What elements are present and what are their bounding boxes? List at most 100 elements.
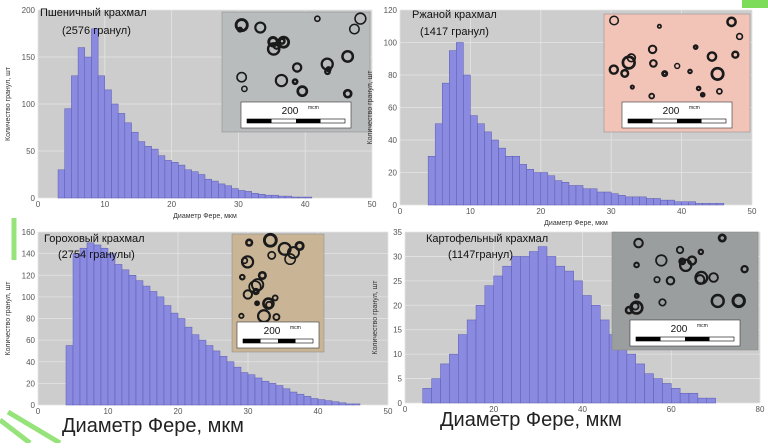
y-tick-label: 10 — [393, 350, 402, 359]
bar — [191, 171, 199, 199]
granule — [262, 232, 278, 248]
granule — [240, 85, 248, 93]
granule — [238, 273, 246, 281]
bar — [135, 280, 144, 406]
bar — [247, 374, 256, 406]
bar — [268, 383, 277, 406]
bar — [289, 391, 298, 406]
y-tick-label: 100 — [22, 100, 36, 109]
granule — [633, 261, 640, 269]
y-axis-label: Количество гранул, шт — [372, 280, 379, 355]
bar — [431, 378, 441, 404]
bar — [540, 172, 549, 206]
bar — [352, 403, 361, 406]
bar — [688, 392, 699, 404]
x-axis-label: Диаметр Фере, мкм — [544, 220, 608, 227]
x-tick-label: 10 — [466, 207, 475, 216]
x-tick-label: 10 — [104, 407, 113, 416]
granule — [692, 44, 699, 51]
granule — [252, 287, 260, 296]
chart-subtitle: (2576 гранул) — [62, 25, 131, 37]
bar — [603, 191, 612, 206]
bar — [573, 280, 583, 404]
y-tick-label: 140 — [22, 250, 36, 259]
x-tick-label: 40 — [578, 405, 587, 414]
granule — [726, 16, 737, 28]
x-tick-label: 60 — [667, 405, 676, 414]
bar — [709, 203, 718, 206]
bar — [258, 193, 266, 199]
y-axis-label: Количество гранул, шт — [5, 281, 12, 356]
granule — [633, 237, 644, 249]
granule — [291, 78, 299, 86]
bar — [114, 264, 123, 406]
bar — [121, 269, 130, 406]
granule — [620, 68, 630, 79]
bar — [345, 403, 354, 406]
granule — [710, 293, 725, 309]
bar — [131, 131, 139, 199]
scale-bar — [636, 337, 661, 341]
granule — [678, 257, 687, 266]
bar — [706, 397, 716, 404]
y-tick-label: 0 — [393, 201, 398, 210]
bar — [589, 188, 598, 206]
granule — [717, 233, 727, 243]
y-tick-label: 50 — [26, 147, 35, 156]
bar — [547, 175, 556, 206]
chart-subtitle: (1147гранул) — [448, 249, 513, 261]
scale-bar — [628, 119, 653, 123]
granule — [236, 71, 248, 83]
bar — [697, 397, 707, 404]
granule — [296, 85, 309, 98]
bar — [331, 401, 340, 406]
x-tick-label: 0 — [36, 200, 41, 209]
granule — [341, 49, 355, 63]
bar — [512, 156, 520, 206]
bar — [600, 319, 610, 404]
bar — [219, 356, 228, 406]
x-tick-label: 50 — [368, 200, 377, 209]
bar — [625, 196, 633, 206]
x-tick-label: 50 — [748, 207, 757, 216]
bar — [477, 123, 485, 206]
x-tick-label: 80 — [756, 405, 765, 414]
bar — [151, 148, 159, 199]
bar — [639, 196, 647, 206]
bar — [662, 383, 672, 404]
granule — [254, 21, 267, 34]
bar — [533, 172, 542, 206]
scale-bar — [677, 119, 702, 123]
chart-title: Ржаной крахмал — [412, 9, 497, 21]
x-tick-label: 0 — [36, 407, 41, 416]
granule — [649, 59, 658, 68]
caption: Диаметр Фере, мкм — [62, 415, 244, 437]
bar — [226, 361, 235, 406]
decoration — [0, 218, 62, 446]
granule — [697, 248, 705, 256]
x-tick-label: 50 — [384, 407, 393, 416]
bar — [296, 393, 305, 406]
granule — [294, 240, 305, 252]
granule — [699, 91, 706, 98]
bar — [660, 199, 668, 206]
x-tick-label: 40 — [301, 200, 310, 209]
y-tick-label: 60 — [26, 336, 35, 345]
bar — [716, 203, 725, 206]
granule — [708, 272, 719, 283]
bar — [427, 156, 436, 206]
bar — [264, 194, 273, 199]
y-tick-label: 20 — [388, 169, 397, 178]
granule — [354, 12, 367, 25]
scale-box — [621, 101, 733, 129]
y-tick-label: 0 — [31, 401, 36, 410]
bar — [149, 291, 158, 406]
bar — [582, 188, 591, 206]
bar — [198, 339, 207, 406]
bar — [632, 196, 640, 206]
granule — [655, 254, 668, 267]
bar — [144, 146, 152, 199]
x-tick-label: 0 — [398, 207, 403, 216]
granule — [265, 300, 274, 309]
granule — [673, 62, 681, 70]
